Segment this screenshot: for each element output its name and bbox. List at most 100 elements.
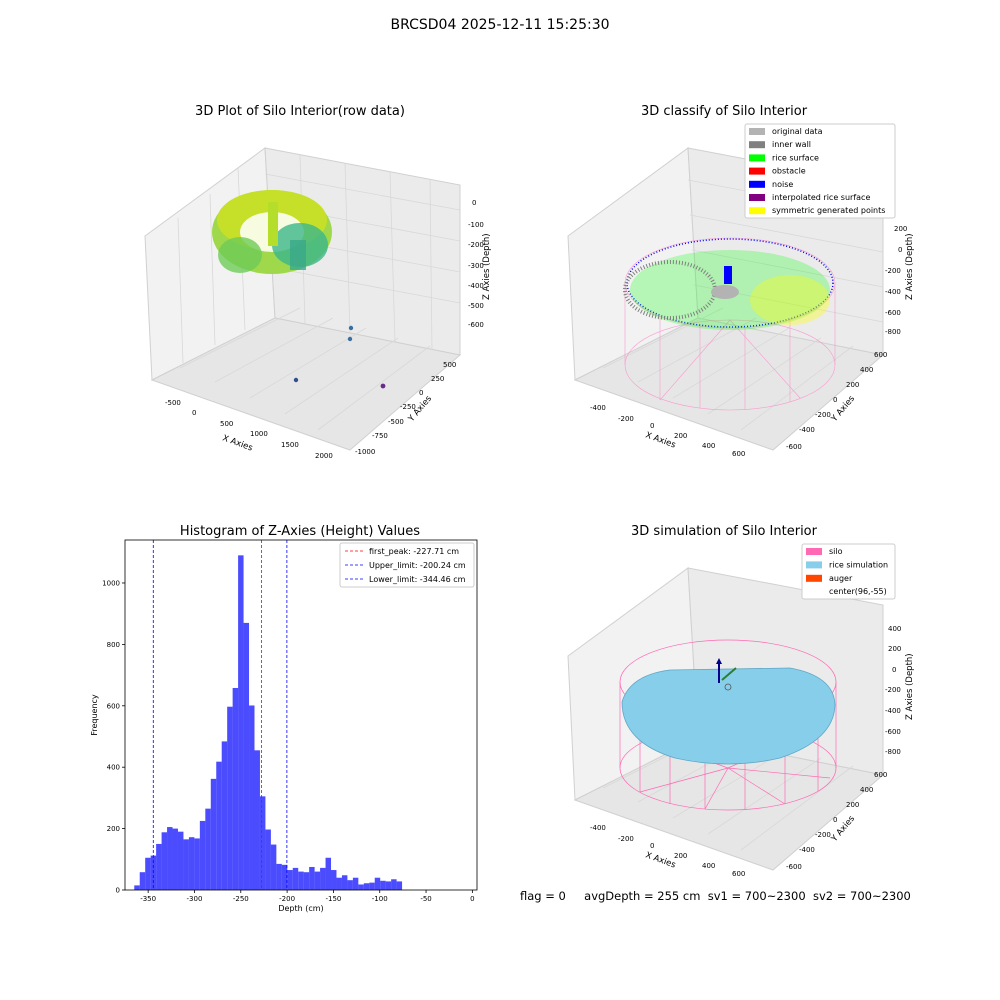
- raw-ytick: -500: [388, 418, 404, 426]
- classify-panel-title: 3D classify of Silo Interior: [640, 104, 808, 119]
- classify-ztick: 0: [898, 246, 902, 254]
- histogram-reference-lines: [152, 540, 288, 890]
- histogram-bar: [227, 706, 233, 890]
- histogram-xlabel: Depth (cm): [278, 904, 323, 913]
- raw-3d-plot: -500 0 500 1000 1500 2000 500 250 0 -250…: [144, 147, 492, 460]
- legend-swatch: [806, 548, 822, 555]
- simulation-auger-arrow: [716, 658, 722, 664]
- raw-outlier-point: [293, 377, 299, 383]
- simulation-ytick: -200: [815, 831, 831, 839]
- histogram-bar: [232, 687, 239, 890]
- status-sv2: sv2 = 700~2300: [812, 889, 911, 903]
- histogram-bar: [249, 705, 255, 890]
- raw-ztick: 0: [472, 199, 476, 207]
- histogram-bar: [314, 871, 321, 890]
- classify-xtick: 200: [674, 432, 687, 440]
- classify-ytick: 600: [874, 351, 887, 359]
- legend-label: rice surface: [772, 153, 819, 162]
- legend-swatch: [749, 207, 765, 215]
- histogram-bar: [391, 879, 397, 890]
- classify-ytick: 200: [846, 381, 859, 389]
- histogram-axes-frame: [124, 539, 478, 891]
- legend-label: auger: [829, 574, 853, 583]
- histogram-legend-label: first_peak: -227.71 cm: [369, 547, 459, 556]
- simulation-ztick: -400: [885, 707, 901, 715]
- raw-ytick: 250: [431, 375, 444, 383]
- legend-label: noise: [772, 180, 793, 189]
- histogram-bar: [199, 820, 206, 890]
- histogram-bar: [352, 877, 359, 890]
- histogram-bar: [145, 857, 151, 890]
- histogram-bar: [309, 866, 315, 890]
- classify-xtick: 600: [732, 450, 745, 458]
- raw-ytick: -750: [372, 432, 388, 440]
- simulation-center-marker: [724, 683, 732, 691]
- histogram-bar: [238, 555, 244, 890]
- histogram-bar: [325, 857, 332, 890]
- status-sv1: sv1 = 700~2300: [707, 889, 806, 903]
- classify-ytick: -400: [799, 426, 815, 434]
- histogram-bar: [396, 881, 403, 890]
- simulation-ztick: 400: [888, 625, 901, 633]
- histogram-y-ticks: 0 200 400 600 800 1000: [102, 579, 125, 895]
- simulation-3d-plot: -400 -200 0 200 400 600 600 400 200 0 -2…: [567, 543, 915, 878]
- classify-xlabel: X Axies: [644, 430, 677, 450]
- raw-pane-floor: [150, 317, 462, 451]
- classify-ztick: -800: [885, 328, 901, 336]
- histogram-bar: [188, 837, 195, 890]
- simulation-ztick: 0: [892, 666, 896, 674]
- simulation-ytick: 0: [833, 816, 837, 824]
- raw-ztick: -100: [468, 221, 484, 229]
- simulation-ytick: -400: [799, 846, 815, 854]
- depth-histogram: -350 -300 -250 -200 -150 -100 -50 0 0 200 400 600 8…: [90, 539, 478, 913]
- simulation-xlabel: X Axies: [644, 850, 677, 870]
- histogram-bar: [270, 844, 277, 890]
- legend-swatch: [806, 561, 822, 569]
- classify-legend: original data inner wall rice surface obsta…: [744, 123, 896, 219]
- raw-ytick: 0: [419, 389, 423, 397]
- histogram-bar: [177, 831, 184, 890]
- classify-noise-cluster: [724, 266, 732, 284]
- legend-label: rice simulation: [829, 560, 888, 569]
- histogram-xtick-label: -250: [233, 895, 249, 903]
- histogram-bars: [134, 555, 403, 890]
- histogram-xtick-label: -100: [372, 895, 388, 903]
- simulation-xtick: -400: [590, 824, 606, 832]
- simulation-xtick: 200: [674, 852, 687, 860]
- histogram-bar: [303, 872, 310, 890]
- classify-noise-ring: [626, 238, 834, 328]
- raw-point-cloud: [212, 190, 332, 274]
- raw-ztick: -200: [468, 241, 484, 249]
- raw-ztick: -400: [468, 282, 484, 290]
- raw-xtick: 500: [220, 420, 233, 428]
- classify-xtick: -400: [590, 404, 606, 412]
- raw-ztick: -600: [468, 321, 484, 329]
- raw-xtick: -500: [165, 399, 181, 407]
- histogram-ytick-label: 400: [107, 764, 120, 772]
- histogram-ytick-label: 200: [107, 825, 120, 833]
- status-line: flag = 0 avgDepth = 255 cm sv1 = 700~230…: [520, 889, 911, 903]
- classify-3d-plot: -400 -200 0 200 400 600 600 400 200 0 -2…: [567, 123, 915, 458]
- histogram-bar: [385, 881, 392, 890]
- histogram-bar: [369, 882, 375, 890]
- histogram-bar: [210, 778, 217, 890]
- histogram-bar: [320, 867, 326, 890]
- histogram-bar: [134, 885, 140, 890]
- classify-xtick: 400: [702, 442, 715, 450]
- simulation-xtick: -200: [618, 835, 634, 843]
- classify-ytick: 400: [860, 366, 873, 374]
- raw-outlier-point: [380, 383, 386, 389]
- simulation-ztick: -200: [885, 686, 901, 694]
- simulation-rice-surface: [621, 667, 836, 765]
- histogram-bar: [259, 796, 266, 890]
- histogram-ytick-label: 0: [116, 887, 120, 895]
- histogram-xtick-label: -50: [420, 895, 431, 903]
- classify-ytick: 0: [833, 396, 837, 404]
- legend-swatch: [806, 574, 822, 582]
- simulation-xtick: 600: [732, 870, 745, 878]
- simulation-xtick: 0: [650, 842, 654, 850]
- legend-label: inner wall: [772, 140, 811, 149]
- legend-label: center(96,-55): [829, 587, 887, 596]
- raw-zlabel: Z Axies (Depth): [482, 233, 492, 300]
- histogram-bar: [254, 750, 260, 890]
